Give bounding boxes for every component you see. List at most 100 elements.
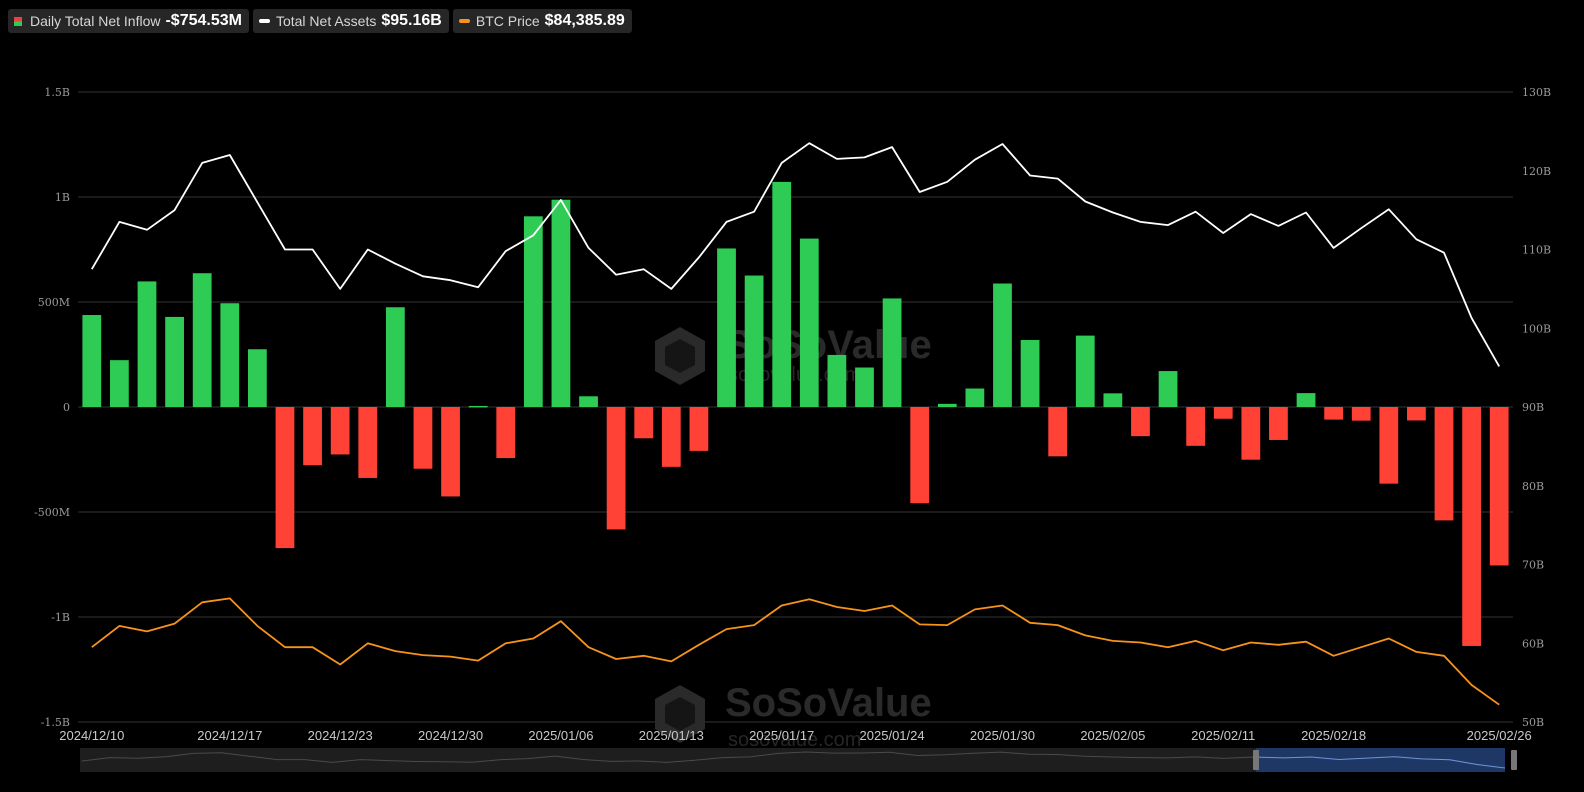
inflow-bar[interactable] (468, 405, 488, 408)
inflow-bar[interactable] (496, 407, 516, 459)
inflow-bar[interactable] (192, 273, 212, 407)
watermark-brand-bottom: SoSoValue (725, 681, 932, 725)
inflow-bar[interactable] (1296, 393, 1316, 407)
y-right-tick-label: 90B (1522, 401, 1544, 414)
legend-inflow[interactable]: Daily Total Net Inflow -$754.53M (8, 9, 249, 33)
x-tick-label: 2025/02/26 (1467, 728, 1532, 743)
inflow-bar[interactable] (247, 349, 267, 407)
btc-price-line (91, 597, 1500, 706)
inflow-bar[interactable] (1462, 407, 1481, 646)
inflow-bar[interactable] (330, 407, 350, 455)
y-left-tick-label: -1.5B (41, 716, 70, 729)
inflow-bar[interactable] (772, 181, 792, 407)
inflow-bar[interactable] (1489, 407, 1509, 566)
legend-btc[interactable]: BTC Price $84,385.89 (452, 9, 632, 33)
y-axis-labels: 1.5B 1B 500M 0 -500M -1B -1.5B 130B 120B 110B 100B… (34, 86, 1551, 729)
navigator-selection-sparkline (1255, 756, 1506, 769)
x-tick-label: 2025/01/17 (749, 728, 814, 743)
inflow-bar[interactable] (82, 315, 102, 407)
inflow-bar[interactable] (413, 407, 433, 469)
inflow-bar[interactable] (441, 407, 460, 497)
legend-assets[interactable]: Total Net Assets $95.16B (252, 9, 449, 33)
y-right-tick-label: 50B (1522, 716, 1544, 729)
inflow-bar[interactable] (358, 407, 378, 478)
watermark-logo-icon-bottom (655, 685, 705, 743)
y-right-tick-label: 80B (1522, 480, 1544, 493)
legend-btc-label: BTC Price (475, 13, 540, 29)
x-tick-label: 2025/01/13 (639, 728, 704, 743)
inflow-bar[interactable] (993, 283, 1012, 407)
inflow-bar[interactable] (799, 238, 819, 407)
inflow-bar[interactable] (910, 407, 930, 504)
inflow-bar[interactable] (1020, 340, 1040, 407)
navigator-right-handle[interactable] (1511, 750, 1517, 770)
y-left-tick-label: 0 (63, 401, 70, 414)
y-left-tick-label: 1B (55, 191, 70, 204)
legend-assets-label: Total Net Assets (275, 13, 377, 29)
inflow-bar[interactable] (1158, 371, 1178, 407)
inflow-bar[interactable] (1379, 407, 1399, 484)
inflow-bar[interactable] (110, 360, 129, 407)
legend-btc-value: $84,385.89 (544, 12, 625, 29)
inflow-bar[interactable] (1048, 407, 1068, 457)
inflow-bar[interactable] (661, 407, 681, 467)
series-lines (91, 142, 1500, 706)
navigator-selection[interactable] (1256, 748, 1505, 772)
legend-assets-value: $95.16B (381, 12, 442, 29)
range-navigator[interactable] (80, 748, 1517, 772)
inflow-bar[interactable] (385, 307, 405, 407)
legend-inflow-label: Daily Total Net Inflow (30, 13, 161, 29)
inflow-bar[interactable] (275, 407, 295, 549)
y-left-tick-label: 1.5B (44, 86, 70, 99)
inflow-bar[interactable] (1075, 335, 1095, 407)
x-tick-label: 2024/12/23 (308, 728, 373, 743)
inflow-bar[interactable] (1269, 407, 1288, 440)
inflow-bar[interactable] (551, 199, 571, 407)
y-left-tick-label: -500M (34, 506, 70, 519)
inflow-bar[interactable] (634, 407, 654, 439)
inflow-bar[interactable] (1213, 407, 1233, 419)
legend-inflow-value: -$754.53M (165, 12, 242, 29)
inflow-bar[interactable] (882, 298, 902, 407)
watermark-logo-icon (655, 327, 705, 385)
inflow-bar[interactable] (855, 367, 874, 407)
inflow-bar[interactable] (689, 407, 709, 451)
legend: Daily Total Net Inflow -$754.53M Total N… (8, 9, 632, 33)
inflow-bar[interactable] (137, 281, 157, 407)
inflow-bar[interactable] (744, 275, 764, 407)
inflow-bar[interactable] (1103, 393, 1123, 407)
inflow-bar[interactable] (523, 216, 543, 407)
inflow-bar[interactable] (1241, 407, 1261, 460)
inflow-bar[interactable] (717, 248, 736, 407)
inflow-bar[interactable] (1131, 407, 1150, 437)
y-right-tick-label: 120B (1522, 165, 1551, 178)
x-tick-label: 2025/01/24 (860, 728, 925, 743)
x-tick-label: 2024/12/30 (418, 728, 483, 743)
navigator-left-handle[interactable] (1253, 750, 1259, 770)
inflow-bar[interactable] (1351, 407, 1371, 421)
inflow-bar[interactable] (937, 403, 957, 407)
inflow-bar[interactable] (1186, 407, 1206, 446)
assets-swatch-icon (258, 19, 270, 23)
inflow-bar[interactable] (606, 407, 626, 530)
x-tick-label: 2024/12/10 (59, 728, 124, 743)
inflow-bar[interactable] (220, 303, 240, 407)
y-left-tick-label: -1B (51, 611, 70, 624)
x-tick-label: 2024/12/17 (197, 728, 262, 743)
y-right-tick-label: 70B (1522, 559, 1544, 572)
inflow-bar[interactable] (1407, 407, 1426, 421)
inflow-bar[interactable] (1324, 407, 1344, 420)
inflow-swatch-icon (14, 16, 22, 26)
btc-swatch-icon (458, 19, 470, 23)
inflow-bar[interactable] (827, 354, 847, 407)
inflow-bar[interactable] (1434, 407, 1454, 521)
x-tick-label: 2025/02/11 (1191, 728, 1255, 743)
inflow-bar[interactable] (303, 407, 322, 466)
y-left-tick-label: 500M (38, 296, 70, 309)
y-right-tick-label: 110B (1522, 244, 1551, 257)
inflow-bar[interactable] (965, 388, 985, 407)
inflow-bar[interactable] (579, 396, 598, 407)
inflow-bar[interactable] (165, 316, 184, 407)
x-tick-label: 2025/02/18 (1301, 728, 1366, 743)
